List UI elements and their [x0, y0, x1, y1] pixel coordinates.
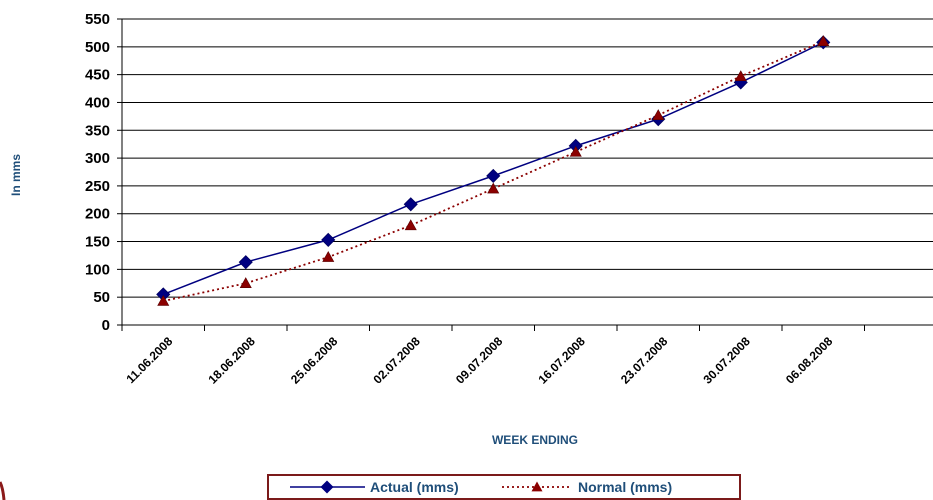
y-tick-label: 100 — [85, 261, 110, 278]
x-tick-label: 23.07.2008 — [618, 334, 671, 387]
y-tick-labels: 0 50 100 150 200 250 300 350 400 450 500 550 — [85, 11, 110, 334]
data-point-normal — [734, 70, 747, 82]
x-tick-label: 11.06.2008 — [123, 334, 175, 386]
series — [156, 35, 831, 306]
x-tick-label: 09.07.2008 — [453, 334, 506, 387]
y-axis-title: In mms — [9, 154, 23, 196]
y-tick-label: 300 — [85, 150, 110, 167]
legend: Actual (mms) Normal (mms) — [267, 474, 741, 500]
axes — [117, 18, 933, 331]
x-tick-label: 02.07.2008 — [371, 334, 424, 387]
data-point-normal — [652, 109, 665, 120]
y-tick-label: 150 — [85, 234, 110, 251]
x-tick-label: 16.07.2008 — [536, 334, 589, 387]
x-tick-label: 25.06.2008 — [288, 334, 341, 387]
data-point-normal — [322, 251, 335, 262]
y-tick-label: 350 — [85, 122, 110, 139]
data-point-normal — [487, 182, 500, 194]
legend-marker-normal — [531, 481, 543, 492]
series-line-normal — [163, 40, 824, 302]
x-tick-label: 06.08.2008 — [783, 334, 836, 387]
y-tick-label: 450 — [85, 67, 110, 84]
y-tick-label: 250 — [85, 178, 110, 195]
series-line-actual — [162, 41, 824, 296]
y-tick-label: 550 — [85, 11, 110, 28]
legend-label-normal: Normal (mms) — [578, 479, 672, 495]
x-tick-label: 18.06.2008 — [206, 334, 259, 387]
gridlines — [122, 18, 933, 298]
data-point-normal — [157, 294, 170, 306]
y-tick-label: 500 — [85, 39, 110, 56]
x-tick-labels: 11.06.2008 18.06.2008 25.06.2008 02.07.2008… — [123, 334, 835, 387]
data-point-actual — [238, 255, 253, 270]
data-point-actual — [403, 197, 418, 212]
y-tick-label: 0 — [102, 317, 110, 334]
corner-decoration — [0, 481, 6, 500]
data-point-normal — [239, 277, 252, 288]
y-tick-label: 400 — [85, 94, 110, 111]
data-point-actual — [486, 168, 501, 183]
y-tick-label: 50 — [93, 289, 110, 306]
data-point-normal — [817, 35, 830, 46]
data-point-actual — [321, 232, 336, 247]
data-point-normal — [404, 219, 417, 231]
y-tick-label: 200 — [85, 206, 110, 223]
legend-marker-actual — [320, 480, 334, 494]
x-tick-label: 30.07.2008 — [701, 334, 754, 387]
legend-label-actual: Actual (mms) — [370, 479, 459, 495]
x-axis-title: WEEK ENDING — [492, 433, 578, 447]
data-point-normal — [569, 145, 582, 157]
